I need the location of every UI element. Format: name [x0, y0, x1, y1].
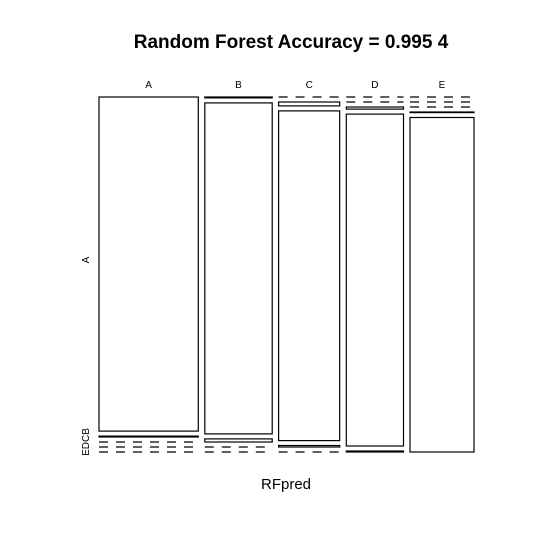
mosaic-cell-B-A — [204, 96, 273, 99]
mosaic-cell-C-D — [278, 444, 341, 448]
mosaic-cell-E-D — [409, 111, 475, 114]
mosaic-cells — [98, 96, 475, 453]
x-axis-label: RFpred — [261, 476, 311, 493]
x-tick-label: B — [235, 80, 242, 91]
mosaic-cell-B-C — [204, 438, 273, 443]
mosaic-cell-A-B — [98, 435, 199, 438]
x-tick-label: A — [145, 80, 152, 91]
mosaic-cell-D-C — [345, 106, 405, 110]
x-tick-label: E — [439, 80, 446, 91]
mosaic-cell-B-B — [204, 102, 273, 435]
mosaic-cell-A-A — [98, 96, 199, 432]
mosaic-cell-D-D — [345, 113, 405, 447]
y-tick-label-stacked: EDCB — [81, 428, 92, 456]
x-tick-label: C — [306, 80, 313, 91]
mosaic-cell-D-E — [345, 450, 405, 453]
y-tick-labels: A EDCB — [81, 256, 92, 456]
mosaic-cell-E-E — [409, 116, 475, 453]
y-tick-label: A — [81, 256, 92, 263]
mosaic-cell-C-B — [278, 101, 341, 107]
x-tick-label: D — [371, 80, 378, 91]
chart-title: Random Forest Accuracy = 0.995 4 — [134, 32, 449, 53]
mosaic-cell-C-C — [278, 110, 341, 442]
x-tick-labels: A B C D E — [145, 80, 445, 91]
